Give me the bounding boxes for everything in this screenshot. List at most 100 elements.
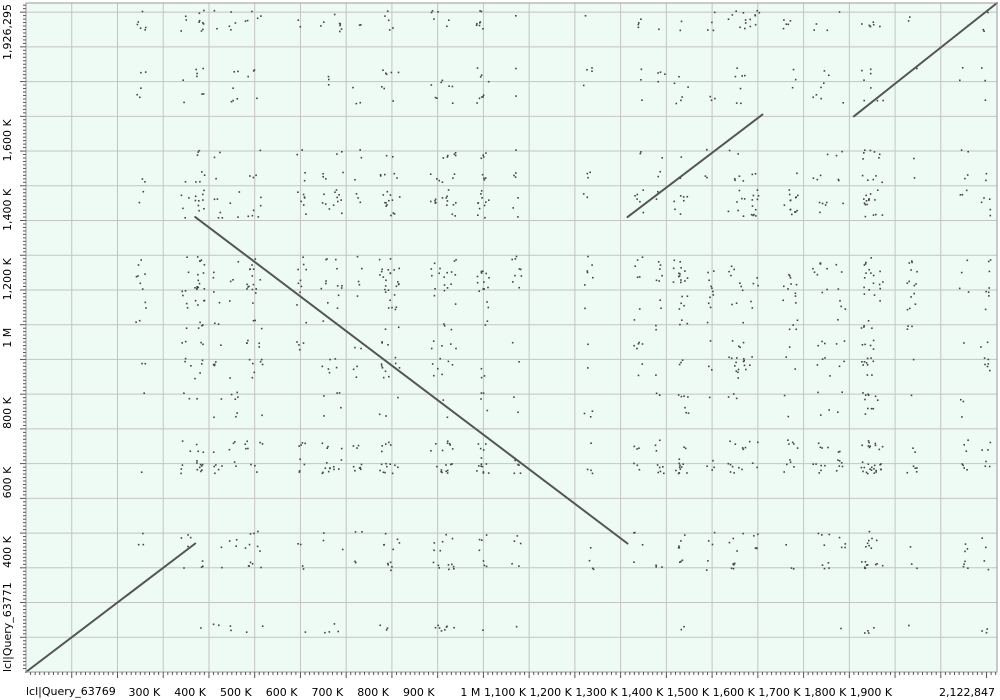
repeat-dot [199, 180, 201, 183]
repeat-dot [680, 99, 682, 102]
repeat-dot [872, 282, 875, 285]
x-tick-label: 1,700 K [758, 686, 801, 699]
repeat-dot [675, 469, 677, 472]
repeat-dot [199, 372, 201, 374]
repeat-dot [681, 295, 683, 298]
repeat-dot [638, 468, 641, 471]
repeat-dot [354, 560, 356, 563]
repeat-dot [680, 560, 682, 563]
repeat-dot [255, 288, 257, 290]
repeat-dot [680, 281, 682, 284]
repeat-dot [476, 281, 479, 284]
repeat-dot [837, 178, 840, 181]
repeat-dot [868, 539, 870, 542]
repeat-dot [476, 470, 478, 472]
repeat-dot [384, 285, 387, 287]
repeat-dot [437, 624, 439, 627]
repeat-dot [352, 86, 354, 89]
repeat-dot [788, 193, 791, 196]
repeat-dot [742, 341, 745, 344]
repeat-dot [686, 295, 689, 297]
repeat-dot [837, 451, 840, 453]
x-tick-label: 1 M [460, 686, 480, 699]
repeat-dot [434, 288, 436, 290]
repeat-dot [354, 531, 357, 533]
repeat-dot [260, 327, 263, 330]
repeat-dot [587, 367, 589, 369]
repeat-dot [325, 258, 327, 261]
repeat-dot [679, 261, 681, 263]
repeat-dot [230, 393, 233, 396]
repeat-dot [867, 393, 869, 395]
repeat-dot [485, 443, 487, 445]
repeat-dot [302, 256, 304, 258]
repeat-dot [795, 302, 797, 304]
repeat-dot [869, 68, 872, 71]
repeat-dot [385, 202, 387, 204]
repeat-dot [636, 193, 639, 196]
repeat-dot [360, 347, 362, 350]
repeat-dot [333, 468, 335, 471]
repeat-dot [445, 197, 448, 199]
repeat-dot [216, 198, 219, 200]
repeat-dot [783, 19, 785, 21]
repeat-dot [354, 561, 357, 564]
repeat-dot [484, 177, 487, 179]
repeat-dot [739, 26, 741, 29]
repeat-dot [244, 443, 247, 445]
repeat-dot [591, 67, 593, 69]
repeat-dot [590, 442, 592, 444]
repeat-dot [446, 25, 448, 28]
repeat-dot [863, 293, 866, 295]
repeat-dot [640, 79, 642, 81]
repeat-dot [188, 197, 190, 199]
repeat-dot [910, 394, 913, 397]
repeat-dot [455, 347, 457, 350]
repeat-dot [704, 175, 707, 177]
repeat-dot [633, 319, 636, 321]
repeat-dot [215, 177, 217, 180]
repeat-dot [838, 465, 841, 467]
repeat-dot [633, 462, 635, 465]
repeat-dot [450, 283, 452, 285]
repeat-dot [379, 174, 382, 176]
repeat-dot [201, 469, 203, 471]
repeat-dot [302, 263, 305, 266]
repeat-dot [432, 340, 435, 342]
repeat-dot [438, 567, 440, 569]
repeat-dot [196, 72, 198, 75]
repeat-dot [184, 357, 187, 360]
repeat-dot [913, 292, 915, 295]
repeat-dot [868, 289, 870, 291]
repeat-dot [144, 273, 146, 275]
repeat-dot [483, 179, 486, 181]
repeat-dot [657, 261, 660, 263]
repeat-dot [441, 181, 444, 183]
repeat-dot [384, 370, 387, 373]
repeat-dot [296, 341, 298, 343]
repeat-dot [257, 216, 260, 218]
repeat-dot [790, 567, 793, 569]
repeat-dot [252, 268, 255, 270]
y-tick-label: 1,400 K [1, 188, 14, 231]
repeat-dot [451, 563, 453, 566]
repeat-dot [482, 560, 485, 562]
repeat-dot [384, 15, 386, 17]
repeat-dot [379, 274, 381, 276]
repeat-dot [180, 468, 183, 470]
repeat-dot [336, 267, 338, 270]
repeat-dot [213, 364, 216, 367]
repeat-dot [479, 10, 481, 12]
repeat-dot [296, 304, 298, 306]
repeat-dot [194, 377, 196, 380]
repeat-dot [589, 171, 591, 174]
repeat-dot [143, 392, 145, 394]
repeat-dot [914, 303, 917, 305]
repeat-dot [792, 324, 794, 326]
repeat-dot [678, 466, 681, 468]
repeat-dot [812, 463, 814, 465]
repeat-dot [185, 327, 188, 329]
repeat-dot [190, 365, 192, 367]
repeat-dot [657, 190, 659, 193]
repeat-dot [450, 328, 453, 331]
